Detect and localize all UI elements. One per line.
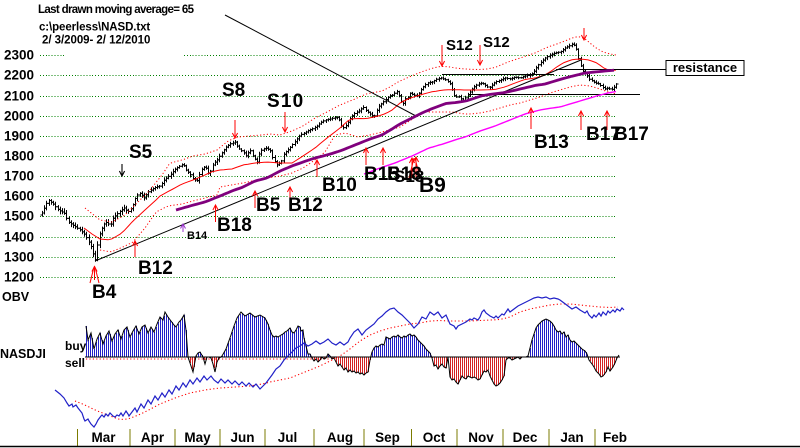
- svg-text:sell: sell: [65, 356, 85, 370]
- svg-text:S5: S5: [129, 142, 153, 163]
- svg-text:B12: B12: [288, 195, 323, 216]
- svg-text:Jul: Jul: [278, 430, 298, 445]
- svg-text:2300: 2300: [4, 48, 34, 63]
- svg-text:B10: B10: [322, 175, 357, 196]
- svg-text:S10: S10: [267, 91, 304, 112]
- svg-text:Feb: Feb: [603, 430, 627, 445]
- svg-text:Mar: Mar: [91, 430, 116, 445]
- svg-text:B5: B5: [256, 195, 281, 216]
- svg-text:B15: B15: [364, 164, 399, 185]
- svg-text:Jun: Jun: [230, 430, 254, 445]
- svg-text:2100: 2100: [4, 89, 34, 104]
- svg-text:B9: B9: [419, 174, 446, 197]
- svg-text:1200: 1200: [4, 270, 34, 285]
- svg-text:NASDJI: NASDJI: [0, 347, 46, 361]
- svg-text:B18: B18: [217, 215, 252, 236]
- svg-text:B12: B12: [138, 258, 173, 279]
- svg-text:Nov: Nov: [468, 430, 494, 445]
- svg-text:B13: B13: [534, 132, 569, 153]
- svg-text:1400: 1400: [4, 230, 34, 245]
- svg-text:2200: 2200: [4, 68, 34, 83]
- svg-text:1700: 1700: [4, 169, 34, 184]
- svg-text:1600: 1600: [4, 189, 34, 204]
- svg-text:1800: 1800: [4, 149, 34, 164]
- svg-text:2/ 3/2009- 2/ 12/2010: 2/ 3/2009- 2/ 12/2010: [42, 35, 150, 47]
- svg-text:Dec: Dec: [513, 430, 538, 445]
- svg-text:1900: 1900: [4, 129, 34, 144]
- svg-text:Sep: Sep: [375, 430, 400, 445]
- svg-text:B17: B17: [614, 124, 649, 145]
- svg-text:1300: 1300: [4, 250, 34, 265]
- svg-text:1500: 1500: [4, 209, 34, 224]
- svg-text:S18: S18: [394, 167, 424, 186]
- svg-text:May: May: [184, 430, 211, 445]
- svg-text:B4: B4: [92, 282, 117, 303]
- svg-text:Oct: Oct: [423, 430, 446, 445]
- svg-text:B18: B18: [387, 164, 422, 185]
- svg-text:OBV: OBV: [2, 290, 30, 304]
- svg-text:S12: S12: [446, 37, 473, 54]
- svg-text:S12: S12: [483, 34, 510, 51]
- svg-text:buy: buy: [65, 339, 87, 353]
- svg-text:Apr: Apr: [141, 430, 165, 445]
- svg-text:B17: B17: [586, 124, 621, 145]
- svg-text:Aug: Aug: [327, 430, 353, 445]
- svg-text:B14: B14: [187, 230, 208, 242]
- svg-text:Jan: Jan: [560, 430, 583, 445]
- svg-text:c:\peerless\NASD.txt: c:\peerless\NASD.txt: [39, 22, 150, 34]
- svg-text:S8: S8: [222, 80, 245, 101]
- svg-text:2000: 2000: [4, 109, 34, 124]
- svg-text:resistance: resistance: [673, 60, 737, 75]
- svg-text:Last drawn moving average= 65: Last drawn moving average= 65: [38, 4, 195, 16]
